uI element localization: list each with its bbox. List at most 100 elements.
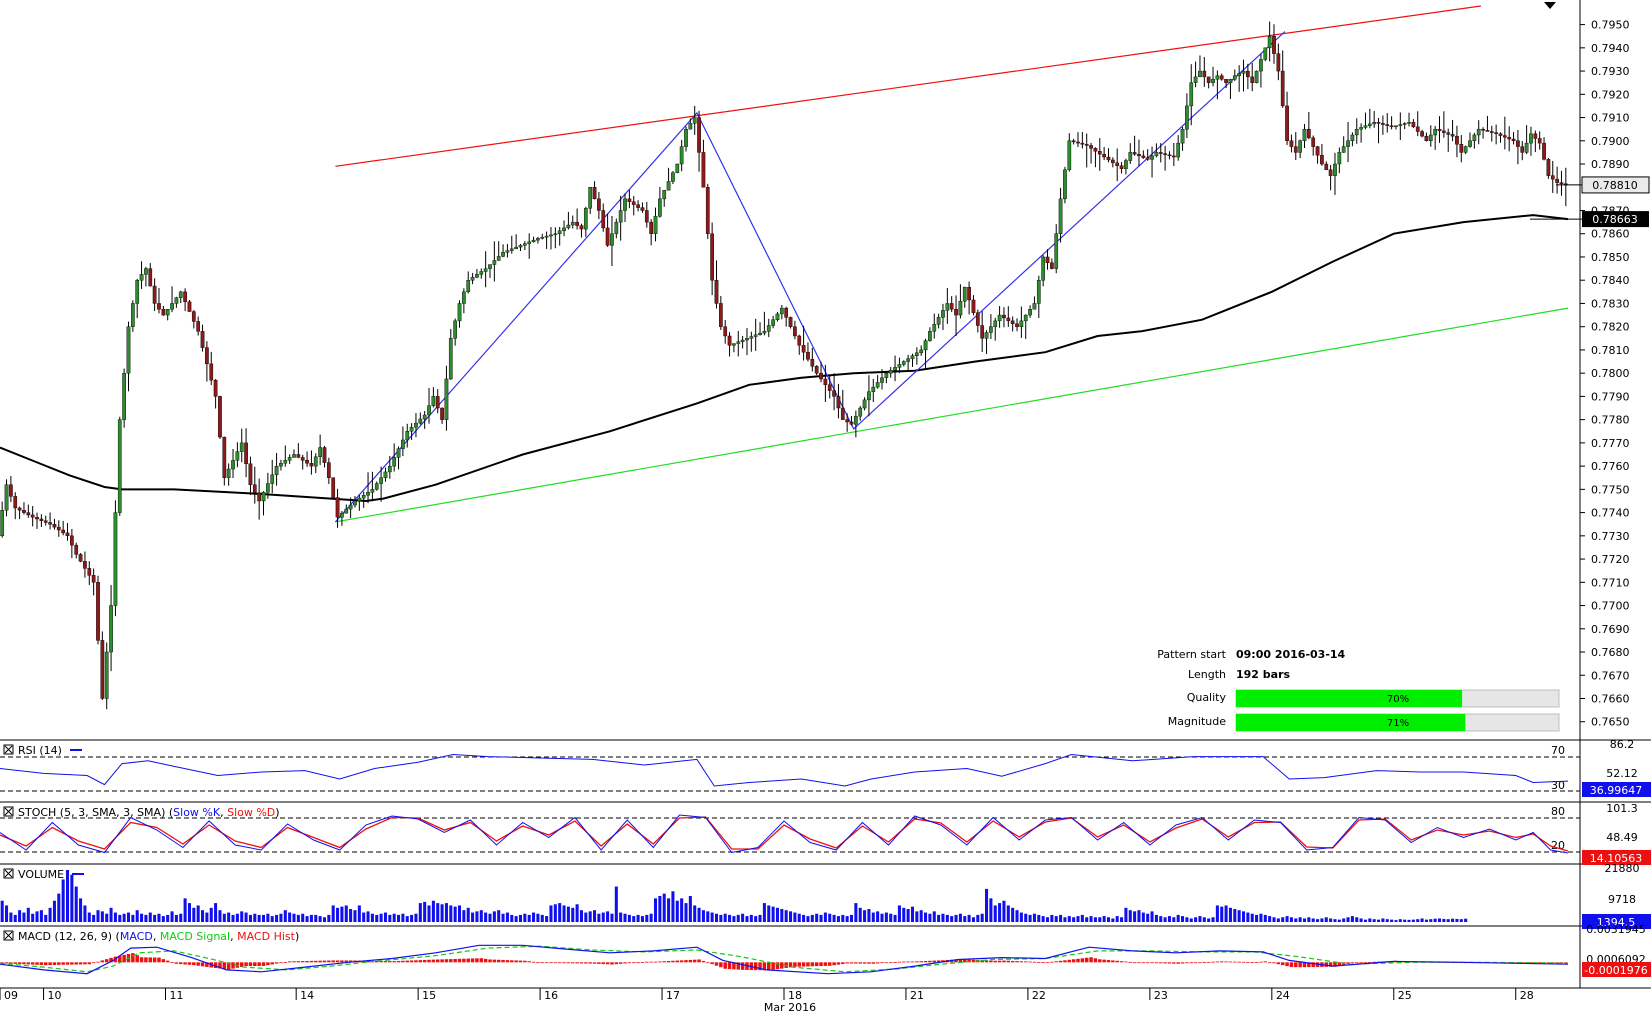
- volume-bar: [410, 914, 414, 922]
- candle: [888, 367, 893, 378]
- volume-bar: [963, 916, 967, 922]
- candle: [292, 449, 296, 458]
- candle-down: [43, 520, 48, 523]
- macd-hist-bar: [614, 962, 619, 965]
- candle: [762, 311, 767, 336]
- candle: [797, 334, 802, 355]
- volume-bar: [749, 914, 753, 922]
- macd-hist-bar: [379, 961, 383, 963]
- candle: [1006, 306, 1011, 327]
- candle: [989, 314, 993, 340]
- scroll-end-marker[interactable]: [1544, 2, 1556, 9]
- candle: [910, 353, 915, 367]
- macd-hist-bar: [1302, 962, 1307, 968]
- stoch-close-icon[interactable]: [3, 806, 14, 817]
- candle-up: [122, 372, 126, 420]
- volume-bar: [675, 900, 679, 922]
- macd-hist-bar: [1041, 962, 1045, 963]
- candle-down: [9, 484, 13, 497]
- macd-hist-bar: [388, 961, 392, 963]
- candle: [1450, 119, 1455, 142]
- macd-hist-bar: [762, 962, 767, 971]
- macd-hist-bar: [1180, 962, 1185, 964]
- candle: [1494, 124, 1498, 145]
- candle-down: [1437, 128, 1442, 132]
- volume-bar: [1411, 919, 1415, 922]
- volume-bar: [140, 913, 144, 922]
- candle-up: [1372, 121, 1377, 125]
- volume-bar: [1302, 918, 1307, 922]
- volume-bar: [1263, 914, 1267, 922]
- volume-bar: [906, 909, 910, 922]
- macd-hist-bar: [588, 962, 592, 964]
- candle-down: [1424, 135, 1429, 141]
- price-tick-label: 0.7940: [1591, 42, 1630, 55]
- volume-close-icon[interactable]: [3, 868, 14, 879]
- candle-up: [1259, 59, 1263, 72]
- candle-up: [923, 340, 928, 351]
- volume-bar: [606, 911, 610, 922]
- candle-down: [30, 514, 35, 518]
- candle: [74, 542, 79, 559]
- macd-hist-bar: [244, 962, 248, 967]
- price-labels: 0.78810 0.78663: [1530, 176, 1650, 228]
- macd-close-icon[interactable]: [3, 930, 14, 941]
- candle-down: [1158, 152, 1163, 154]
- candle-down: [1485, 130, 1490, 132]
- stoch-legend-k: Slow %K: [173, 806, 221, 819]
- candle-up: [1128, 152, 1133, 161]
- volume-bar: [819, 914, 823, 922]
- candle-up: [1333, 163, 1337, 176]
- macd-hist-bar: [1089, 957, 1093, 963]
- candle-down: [1280, 70, 1285, 107]
- candle: [962, 286, 967, 308]
- volume-bar: [858, 907, 862, 922]
- candle-down: [1511, 138, 1516, 141]
- macd-hist-bar: [897, 961, 902, 963]
- macd-hist-bar: [984, 960, 989, 963]
- candle: [401, 426, 405, 457]
- price-tick-label: 0.7790: [1591, 390, 1630, 403]
- candle-down: [22, 510, 26, 513]
- volume-bar: [1294, 918, 1298, 922]
- candle-down: [840, 407, 845, 420]
- price-tick-label: 0.7820: [1591, 321, 1630, 334]
- candle: [553, 227, 558, 249]
- macd-hist-bar: [1093, 958, 1098, 963]
- candle-down: [148, 268, 153, 287]
- volume-bar: [240, 911, 244, 922]
- candle: [1137, 139, 1141, 167]
- volume-bar: [105, 913, 109, 922]
- volume-value: 1394.5: [1597, 916, 1636, 929]
- candle: [470, 273, 475, 285]
- volume-bar: [318, 916, 322, 922]
- macd-hist-bar: [83, 962, 87, 965]
- candle-up: [549, 234, 553, 237]
- volume-bar: [1080, 914, 1084, 922]
- volume-bar: [1342, 918, 1346, 922]
- macd-hist-bar: [17, 962, 22, 965]
- candle: [1124, 158, 1128, 175]
- candle: [191, 310, 196, 329]
- candle: [1398, 112, 1403, 141]
- macd-title: MACD (12, 26, 9) (MACD, MACD Signal, MAC…: [18, 930, 299, 943]
- candle: [736, 330, 741, 357]
- volume-bar: [1316, 919, 1320, 922]
- candle-down: [1106, 156, 1111, 161]
- macd-hist-bar: [1355, 962, 1359, 964]
- candle-down: [70, 535, 74, 546]
- volume-bar: [100, 911, 104, 922]
- volume-bar: [18, 910, 22, 922]
- macd-hist-bar: [562, 962, 566, 964]
- candle: [710, 222, 714, 296]
- volume-bar: [1163, 917, 1167, 922]
- candle-down: [836, 396, 841, 409]
- candle: [1193, 61, 1198, 88]
- candle-down: [801, 345, 806, 353]
- price-tick-label: 0.7730: [1591, 530, 1630, 543]
- volume-bar: [889, 913, 893, 922]
- volume-bar: [1255, 914, 1259, 922]
- candle-down: [191, 311, 196, 322]
- pattern-zigzag-line: [334, 31, 1286, 523]
- rsi-close-icon[interactable]: [3, 744, 14, 755]
